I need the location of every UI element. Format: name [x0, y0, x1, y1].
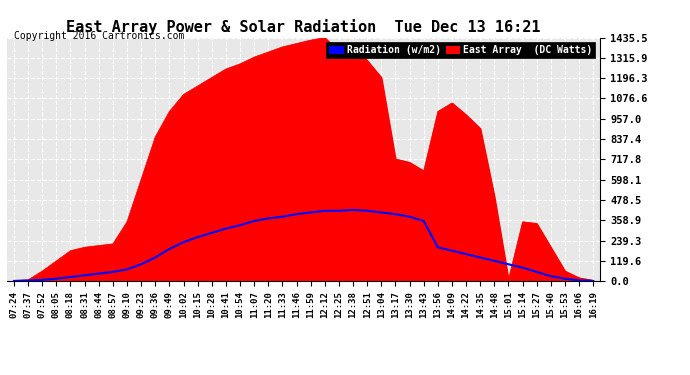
Text: Copyright 2016 Cartronics.com: Copyright 2016 Cartronics.com: [14, 32, 184, 41]
Title: East Array Power & Solar Radiation  Tue Dec 13 16:21: East Array Power & Solar Radiation Tue D…: [66, 19, 541, 35]
Legend: Radiation (w/m2), East Array  (DC Watts): Radiation (w/m2), East Array (DC Watts): [326, 42, 595, 58]
